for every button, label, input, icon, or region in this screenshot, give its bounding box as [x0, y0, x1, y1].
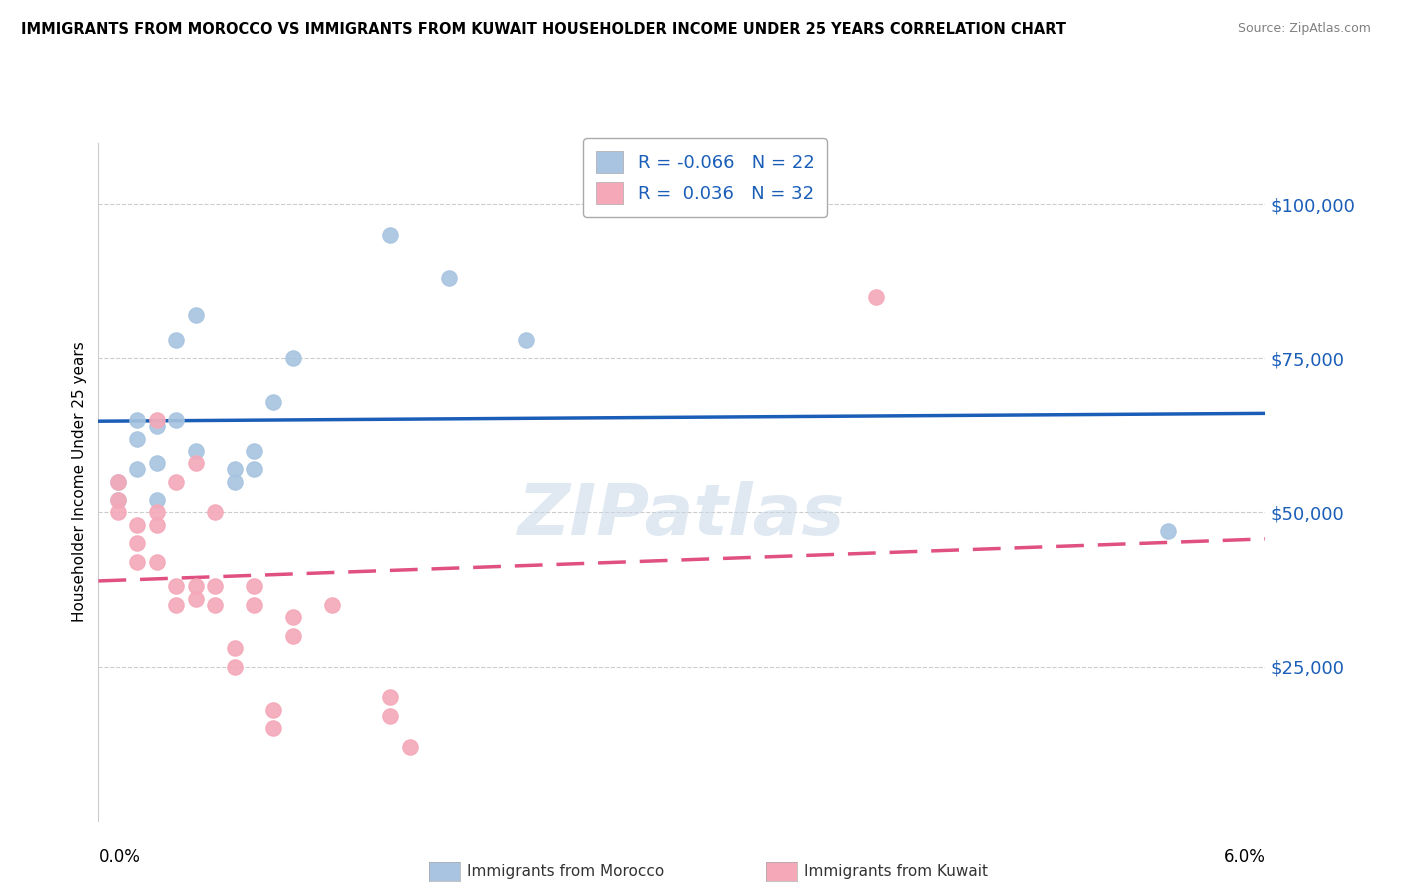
Point — [281, 351, 304, 366]
Point — [184, 308, 207, 322]
Point — [146, 419, 169, 434]
Point — [281, 629, 304, 643]
Point — [146, 555, 169, 569]
Point — [146, 493, 169, 508]
Point — [378, 709, 402, 723]
Point — [127, 413, 149, 427]
Point — [165, 475, 187, 489]
Point — [378, 690, 402, 705]
Point — [204, 598, 226, 612]
Point — [184, 456, 207, 470]
Point — [165, 413, 187, 427]
Y-axis label: Householder Income Under 25 years: Householder Income Under 25 years — [72, 342, 87, 622]
Point — [165, 333, 187, 347]
Point — [146, 413, 169, 427]
Text: 0.0%: 0.0% — [98, 847, 141, 866]
Point — [146, 517, 169, 532]
Point — [127, 555, 149, 569]
Point — [107, 506, 129, 520]
Point — [146, 506, 169, 520]
Point — [515, 333, 537, 347]
Text: ZIPatlas: ZIPatlas — [519, 481, 845, 550]
Point — [107, 475, 129, 489]
Point — [224, 659, 246, 673]
Point — [243, 579, 266, 593]
Point — [262, 394, 284, 409]
Point — [127, 536, 149, 550]
Point — [262, 721, 284, 735]
Point — [243, 598, 266, 612]
Point — [204, 579, 226, 593]
Legend: R = -0.066   N = 22, R =  0.036   N = 32: R = -0.066 N = 22, R = 0.036 N = 32 — [583, 138, 827, 217]
Text: 6.0%: 6.0% — [1223, 847, 1265, 866]
Point — [107, 493, 129, 508]
Point — [865, 290, 887, 304]
Point — [1157, 524, 1180, 538]
Point — [127, 517, 149, 532]
Point — [127, 432, 149, 446]
Text: Immigrants from Morocco: Immigrants from Morocco — [467, 864, 664, 879]
Point — [262, 703, 284, 717]
Point — [107, 475, 129, 489]
Text: Immigrants from Kuwait: Immigrants from Kuwait — [804, 864, 988, 879]
Point — [224, 475, 246, 489]
Point — [437, 271, 460, 285]
Point — [243, 443, 266, 458]
Point — [184, 443, 207, 458]
Point — [321, 598, 343, 612]
Point — [165, 579, 187, 593]
Text: IMMIGRANTS FROM MOROCCO VS IMMIGRANTS FROM KUWAIT HOUSEHOLDER INCOME UNDER 25 YE: IMMIGRANTS FROM MOROCCO VS IMMIGRANTS FR… — [21, 22, 1066, 37]
Point — [243, 462, 266, 476]
Point — [224, 462, 246, 476]
Point — [184, 579, 207, 593]
Text: Source: ZipAtlas.com: Source: ZipAtlas.com — [1237, 22, 1371, 36]
Point — [204, 506, 226, 520]
Point — [184, 591, 207, 606]
Point — [165, 598, 187, 612]
Point — [224, 641, 246, 656]
Point — [378, 228, 402, 243]
Point — [281, 610, 304, 624]
Point — [127, 462, 149, 476]
Point — [107, 493, 129, 508]
Point — [398, 739, 420, 754]
Point — [146, 456, 169, 470]
